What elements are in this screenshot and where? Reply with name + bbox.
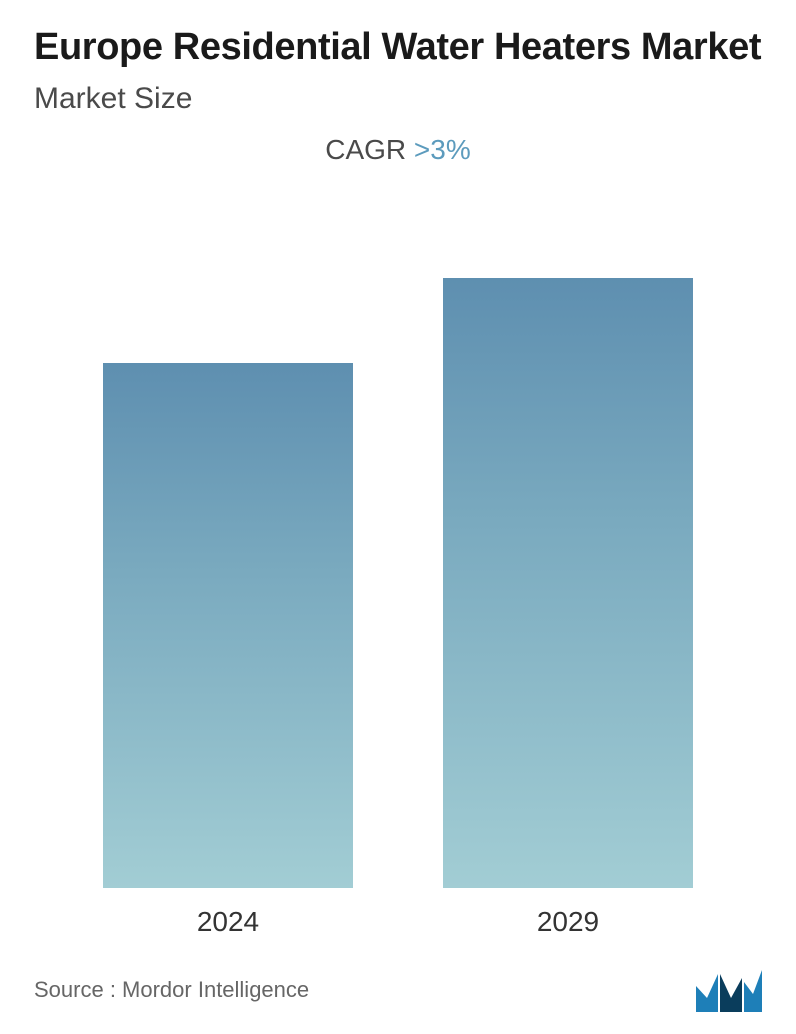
- cagr-row: CAGR >3%: [34, 134, 762, 166]
- bar-group-2029: 2029: [443, 278, 693, 938]
- bar-label-2029: 2029: [537, 906, 599, 938]
- bar-2029: [443, 278, 693, 888]
- bar-label-2024: 2024: [197, 906, 259, 938]
- chart-subtitle: Market Size: [34, 82, 762, 116]
- bar-chart: 2024 2029: [34, 206, 762, 955]
- cagr-value: >3%: [414, 134, 471, 165]
- chart-title: Europe Residential Water Heaters Market: [34, 24, 762, 72]
- bar-2024: [103, 363, 353, 888]
- mordor-logo-icon: [696, 968, 762, 1012]
- cagr-label: CAGR: [325, 134, 414, 165]
- chart-footer: Source : Mordor Intelligence: [34, 954, 762, 1034]
- source-attribution: Source : Mordor Intelligence: [34, 977, 309, 1003]
- bar-group-2024: 2024: [103, 363, 353, 938]
- chart-card: Europe Residential Water Heaters Market …: [0, 0, 796, 1034]
